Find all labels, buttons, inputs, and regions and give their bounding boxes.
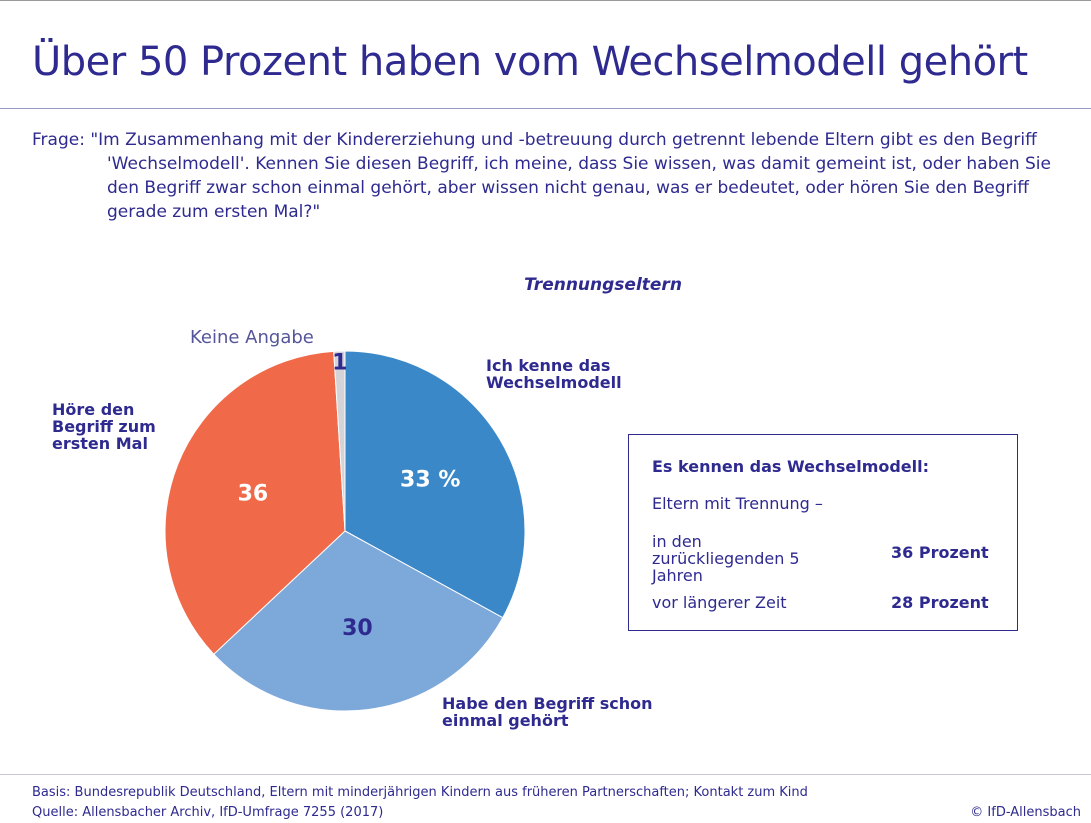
title: Über 50 Prozent haben vom Wechselmodell … xyxy=(32,39,1028,85)
row-value: 36 Prozent xyxy=(891,543,989,562)
value-label: 33 % xyxy=(400,468,460,493)
chart-title: Trennungseltern xyxy=(524,275,682,295)
category-label: Ich kenne das Wechselmodell xyxy=(486,356,622,392)
rule xyxy=(0,108,1091,109)
pie-slice xyxy=(213,530,504,712)
question: Frage: "Im Zusammenhang mit der Kinderer… xyxy=(32,130,1051,222)
row-value: 28 Prozent xyxy=(891,593,989,612)
row-label: in den zurückliegenden 5 Jahren xyxy=(652,532,800,585)
pie-slice xyxy=(164,350,346,655)
category-label: Höre den Begriff zum ersten Mal xyxy=(52,400,156,453)
copyright: © IfD-Allensbach xyxy=(970,805,1081,820)
row-label: vor längerer Zeit xyxy=(652,593,787,612)
value-label: 36 xyxy=(238,482,269,507)
pie-slice xyxy=(344,350,526,619)
box-title: Es kennen das Wechselmodell: xyxy=(652,457,930,476)
value-label: 30 xyxy=(342,616,373,641)
footer-source: Quelle: Allensbacher Archiv, IfD-Umfrage… xyxy=(32,805,384,820)
category-label: Habe den Begriff schon einmal gehört xyxy=(442,694,653,730)
footer-basis: Basis: Bundesrepublik Deutschland, Elter… xyxy=(32,785,808,800)
info-box: Es kennen das Wechselmodell: Eltern mit … xyxy=(628,434,1018,631)
category-label: Keine Angabe xyxy=(190,327,314,348)
value-label: 1 xyxy=(332,351,347,376)
box-subtitle: Eltern mit Trennung – xyxy=(652,494,823,513)
rule xyxy=(0,774,1091,775)
pie-slice xyxy=(333,350,346,532)
